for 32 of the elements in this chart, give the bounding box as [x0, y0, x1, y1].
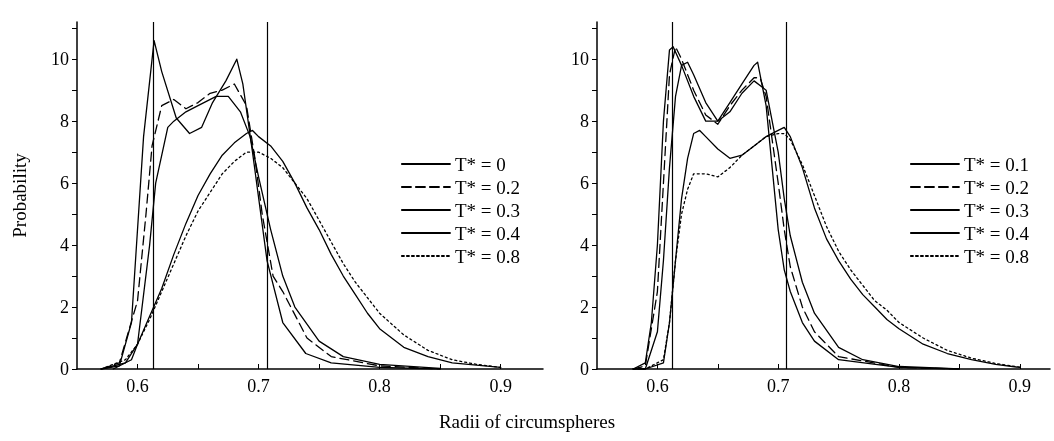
y-tick-label: 4 — [60, 235, 69, 256]
x-tick-label: 0.7 — [247, 376, 270, 396]
x-tick-label: 0.9 — [1008, 376, 1032, 396]
legend-label: T* = 0.2 — [454, 176, 521, 198]
x-tick-label: 0.8 — [887, 376, 911, 396]
legend-label: T* = 0.3 — [454, 199, 521, 221]
y-tick-label: 10 — [51, 49, 69, 70]
legend-label: T* = 0.8 — [454, 245, 521, 267]
y-tick-label: 4 — [580, 235, 589, 256]
x-tick-label: 0.6 — [126, 376, 149, 396]
y-tick-label: 6 — [60, 173, 69, 194]
legend-label: T* = 0.8 — [963, 245, 1030, 267]
legend-label: T* = 0.4 — [454, 222, 521, 244]
y-axis-title: Probability — [9, 152, 30, 238]
legend-label: T* = 0 — [454, 153, 506, 175]
legend-label: T* = 0.3 — [963, 199, 1030, 221]
x-axis-title: Radii of circumspheres — [437, 411, 617, 433]
y-tick-label: 0 — [580, 359, 589, 379]
legend-label: T* = 0.2 — [963, 176, 1030, 198]
x-tick-label: 0.9 — [489, 376, 512, 396]
x-tick-label: 0.8 — [368, 376, 391, 396]
y-tick-label: 2 — [60, 297, 69, 318]
legend-label: T* = 0.4 — [963, 222, 1030, 244]
y-tick-label: 2 — [580, 297, 589, 318]
legend-label: T* = 0.1 — [963, 153, 1030, 175]
y-tick-label: 0 — [60, 359, 69, 379]
y-tick-label: 8 — [580, 111, 589, 132]
y-tick-label: 10 — [571, 49, 589, 70]
x-tick-label: 0.6 — [646, 376, 669, 396]
y-tick-label: 6 — [580, 173, 589, 194]
y-tick-label: 8 — [60, 111, 69, 132]
x-tick-label: 0.7 — [766, 376, 790, 396]
